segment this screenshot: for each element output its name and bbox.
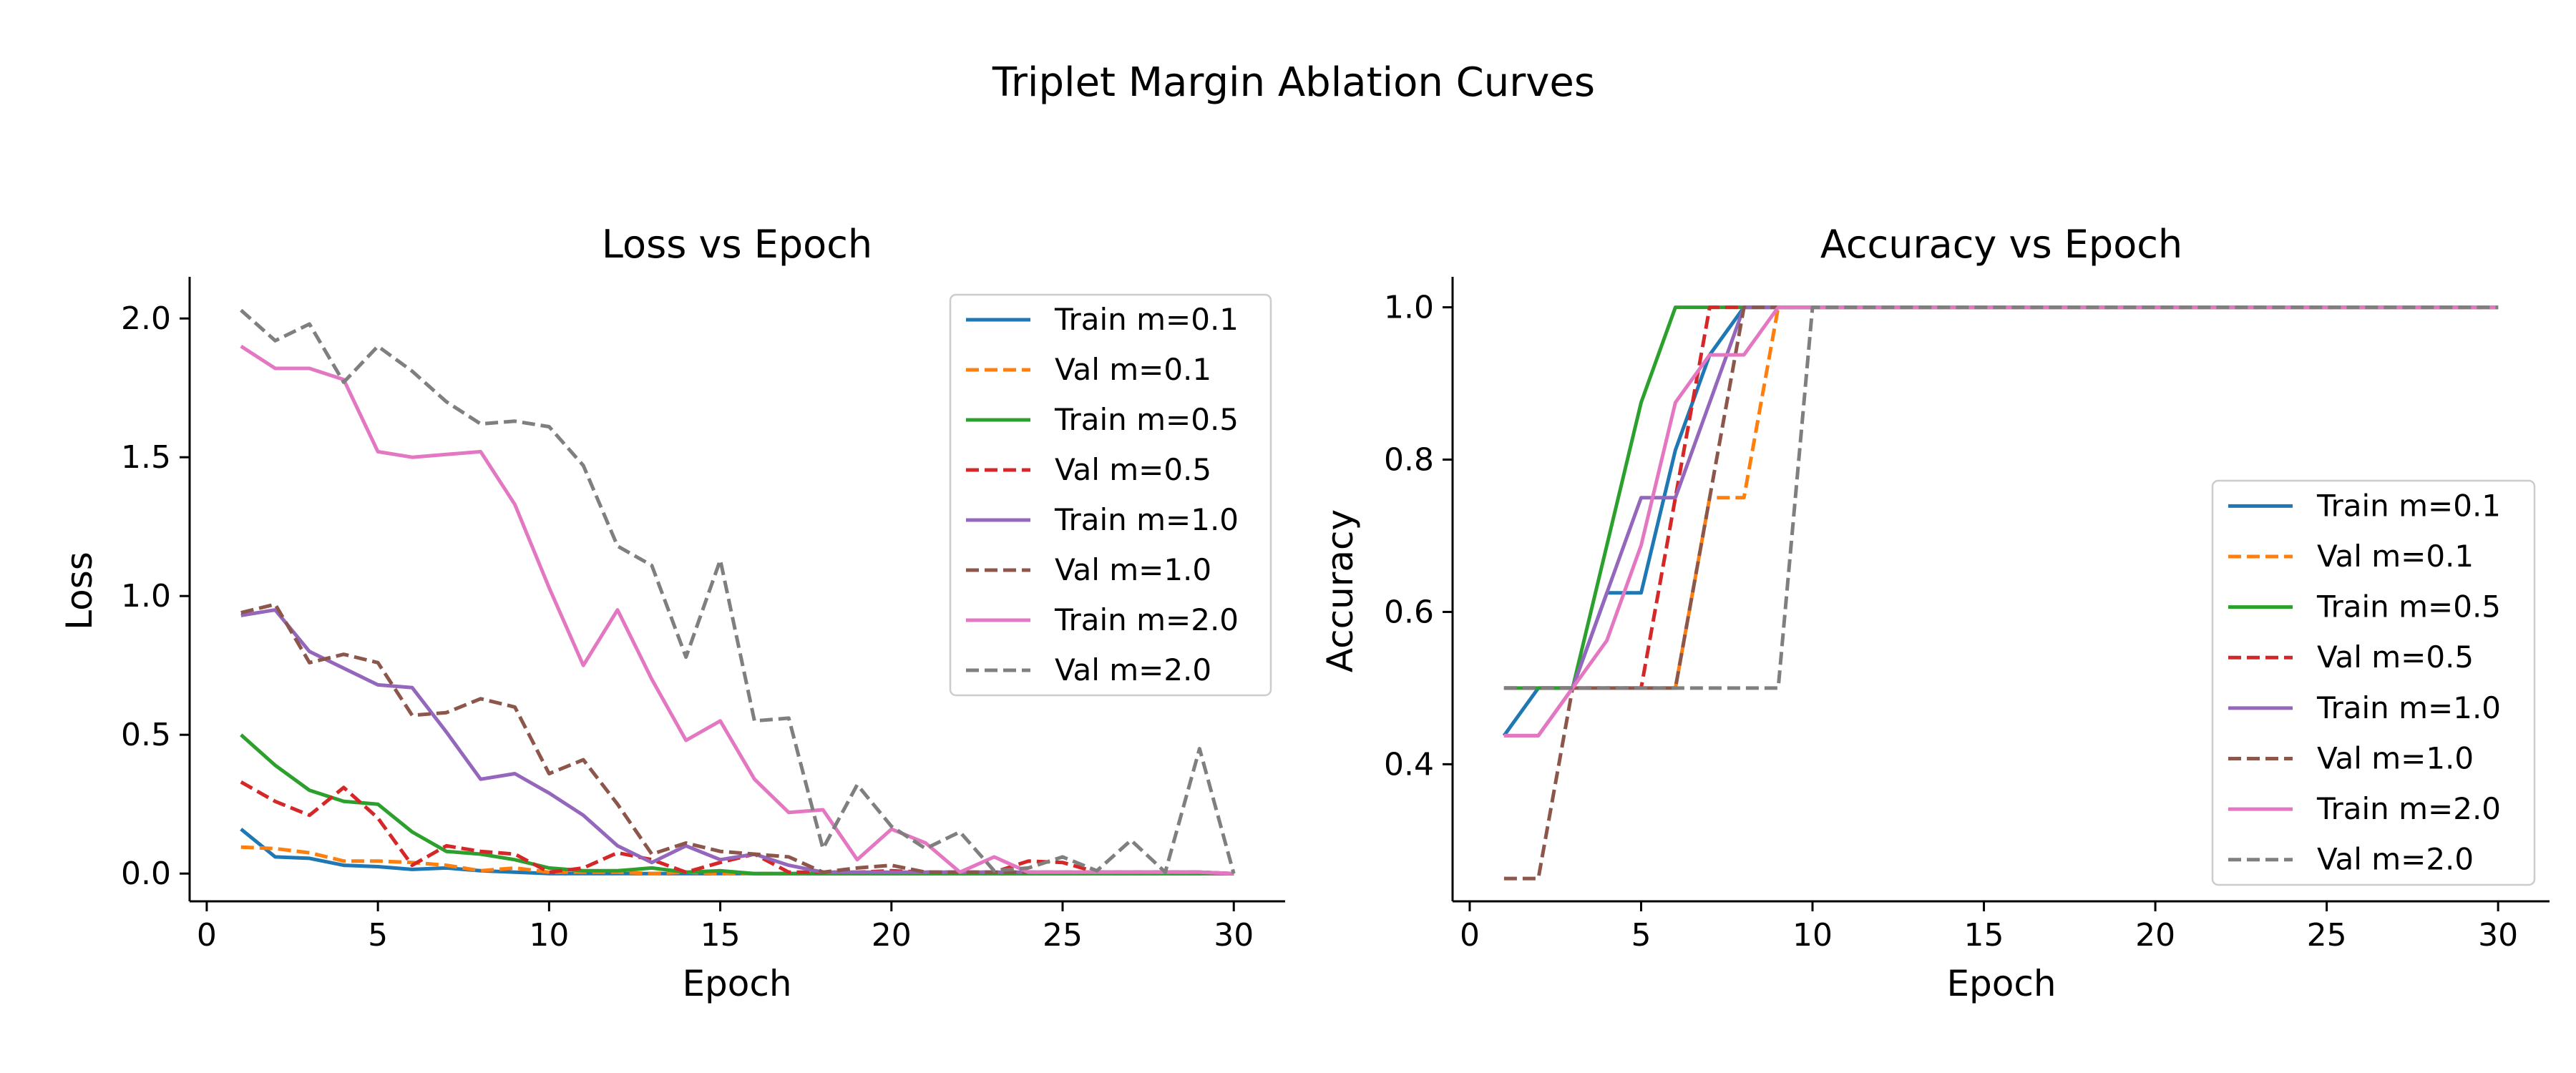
accuracy-y-tick-label: 0.4 xyxy=(1384,746,1434,783)
loss-legend: Train m=0.1 Val m=0.1 Train m=0.5 Val m=0.5… xyxy=(949,293,1272,697)
accuracy-x-tick-label: 15 xyxy=(1964,917,2004,954)
loss-series-line-train-m-2-0 xyxy=(240,344,1234,876)
accuracy-y-axis-label: Accuracy xyxy=(1319,509,1361,672)
loss-y-tick-label: 1.0 xyxy=(121,578,171,614)
loss-x-tick-label: 15 xyxy=(701,917,741,954)
loss-chart-title: Loss vs Epoch xyxy=(602,222,872,267)
accuracy-chart-panel: Accuracy vs Epoch Epoch Accuracy 0 5 10 15 2… xyxy=(1319,222,2550,1004)
accuracy-legend-label: Val m=0.5 xyxy=(2317,640,2474,675)
accuracy-x-tick-label: 30 xyxy=(2478,917,2518,954)
accuracy-y-tick-label: 0.8 xyxy=(1384,442,1434,479)
accuracy-x-tick-label: 10 xyxy=(1792,917,1833,954)
loss-x-tick-label: 30 xyxy=(1214,917,1254,954)
loss-legend-label: Train m=0.1 xyxy=(1054,302,1239,337)
accuracy-legend-label: Train m=2.0 xyxy=(2316,791,2501,826)
loss-y-tick-label: 1.5 xyxy=(121,439,171,476)
accuracy-x-axis-label: Epoch xyxy=(1946,963,2056,1004)
loss-legend-frame xyxy=(949,293,1272,697)
accuracy-legend-frame xyxy=(2211,479,2536,886)
loss-chart-panel: Loss vs Epoch Epoch Loss 0 5 10 15 20 25 30 0.0… xyxy=(59,222,1285,1004)
accuracy-legend-label: Train m=1.0 xyxy=(2316,690,2501,725)
accuracy-chart-title: Accuracy vs Epoch xyxy=(1820,222,2182,267)
loss-legend-label: Val m=1.0 xyxy=(1055,552,1211,587)
accuracy-x-tick-label: 25 xyxy=(2307,917,2347,954)
loss-legend-label: Train m=2.0 xyxy=(1054,602,1239,637)
loss-x-axis-label: Epoch xyxy=(682,963,791,1004)
accuracy-legend-label: Val m=1.0 xyxy=(2317,740,2474,775)
loss-legend-label: Train m=0.5 xyxy=(1054,402,1239,437)
accuracy-x-tick-label: 20 xyxy=(2135,917,2175,954)
accuracy-x-tick-label: 5 xyxy=(1631,917,1651,954)
loss-x-tick-label: 20 xyxy=(872,917,912,954)
accuracy-y-tick-label: 1.0 xyxy=(1384,290,1434,326)
loss-x-tick-label: 10 xyxy=(529,917,569,954)
accuracy-legend-label: Val m=0.1 xyxy=(2317,539,2474,574)
loss-series-line-val-m-2-0 xyxy=(240,308,1236,874)
accuracy-legend-label: Val m=2.0 xyxy=(2317,842,2474,877)
accuracy-legend-label: Train m=0.1 xyxy=(2316,488,2501,523)
loss-legend-label: Val m=0.5 xyxy=(1055,452,1211,487)
loss-y-axis-label: Loss xyxy=(59,552,100,630)
accuracy-x-tick-label: 0 xyxy=(1460,917,1480,954)
figure-title: Triplet Margin Ablation Curves xyxy=(992,59,1595,106)
accuracy-y-tick-label: 0.6 xyxy=(1384,594,1434,630)
loss-x-tick-label: 0 xyxy=(197,917,217,954)
loss-legend-label: Val m=2.0 xyxy=(1055,652,1211,687)
loss-y-tick-label: 0.5 xyxy=(121,717,171,753)
accuracy-legend-label: Train m=0.5 xyxy=(2316,589,2501,624)
loss-x-tick-label: 5 xyxy=(368,917,388,954)
loss-legend-label: Train m=1.0 xyxy=(1054,502,1239,537)
loss-legend-label: Val m=0.1 xyxy=(1055,352,1211,387)
loss-y-tick-label: 2.0 xyxy=(121,300,171,337)
accuracy-series-line-val-m-2-0 xyxy=(1503,305,2499,690)
accuracy-legend: Train m=0.1 Val m=0.1 Train m=0.5 Val m=0.5… xyxy=(2211,479,2536,886)
loss-y-tick-label: 0.0 xyxy=(121,856,171,892)
loss-x-tick-label: 25 xyxy=(1043,917,1083,954)
